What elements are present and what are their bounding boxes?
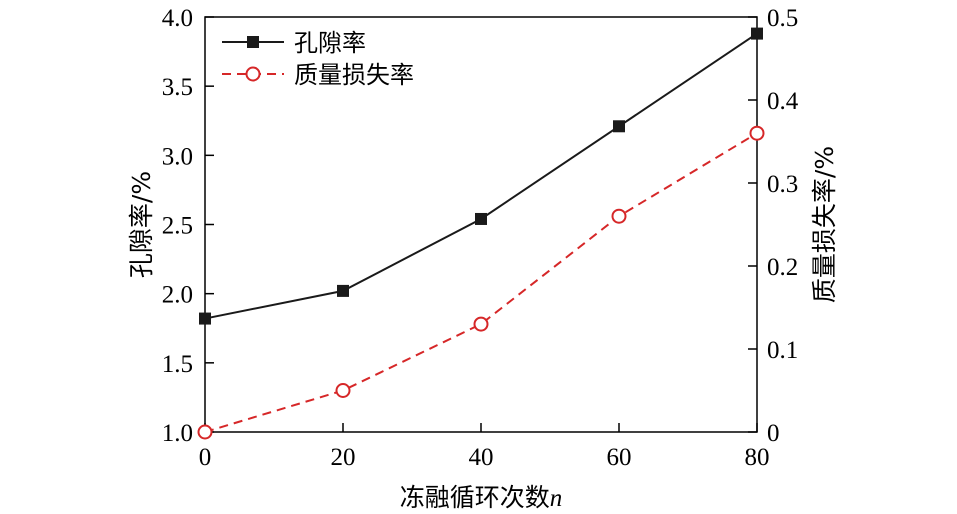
data-point-circle: [335, 383, 351, 398]
y-right-tick-label: 0.4: [767, 88, 799, 115]
data-point-square: [613, 120, 625, 133]
y-right-tick-label: 0.2: [767, 254, 798, 281]
data-point-circle: [473, 316, 489, 332]
axis-titles: 冻融循环次数n 孔隙率/% 质量损失率/%: [127, 146, 839, 512]
y-right-tick-label: 0: [767, 420, 780, 447]
x-tick-label: 0: [199, 444, 212, 471]
y-left-tick-label: 3.5: [162, 74, 193, 101]
series-line-1: [204, 132, 758, 433]
axes-layer: 0 20 40 60 80 1.0 1.5 2.0 2.5 3.0 3.5 4.0 0 0.1 0.2 0.3…: [162, 5, 799, 471]
data-point-circle: [197, 424, 213, 440]
legend-marker-circle: [245, 66, 261, 82]
data-point-square: [199, 312, 211, 325]
series-layer: [197, 27, 765, 440]
y-left-tick-label: 1.5: [162, 351, 193, 378]
y-left-tick-label: 2.0: [162, 282, 193, 309]
legend-marker-square: [247, 36, 259, 48]
legend-label-0: 孔隙率: [294, 29, 366, 57]
data-point-square: [337, 284, 349, 297]
x-tick-label: 20: [331, 444, 356, 471]
y-right-tick-label: 0.3: [767, 171, 798, 198]
y-left-tick-label: 1.0: [162, 420, 193, 447]
data-point-square: [751, 27, 763, 40]
y-right-axis-title: 质量损失率/%: [810, 146, 839, 303]
data-point-square: [475, 212, 487, 225]
x-tick-label: 80: [745, 444, 770, 471]
y-left-axis-title: 孔隙率/%: [127, 171, 156, 278]
data-point-circle: [749, 125, 765, 141]
legend-label-1: 质量损失率: [294, 61, 414, 89]
y-left-tick-label: 3.0: [162, 143, 193, 170]
y-left-tick-label: 4.0: [162, 5, 193, 32]
x-tick-label: 60: [607, 444, 632, 471]
y-right-tick-label: 0.1: [767, 337, 798, 364]
x-tick-label: 40: [469, 444, 494, 471]
series-line-0: [204, 32, 758, 320]
x-axis-title: 冻融循环次数n: [400, 483, 563, 512]
y-right-tick-label: 0.5: [767, 5, 798, 32]
y-left-tick-label: 2.5: [162, 213, 193, 240]
data-point-circle: [611, 208, 627, 224]
